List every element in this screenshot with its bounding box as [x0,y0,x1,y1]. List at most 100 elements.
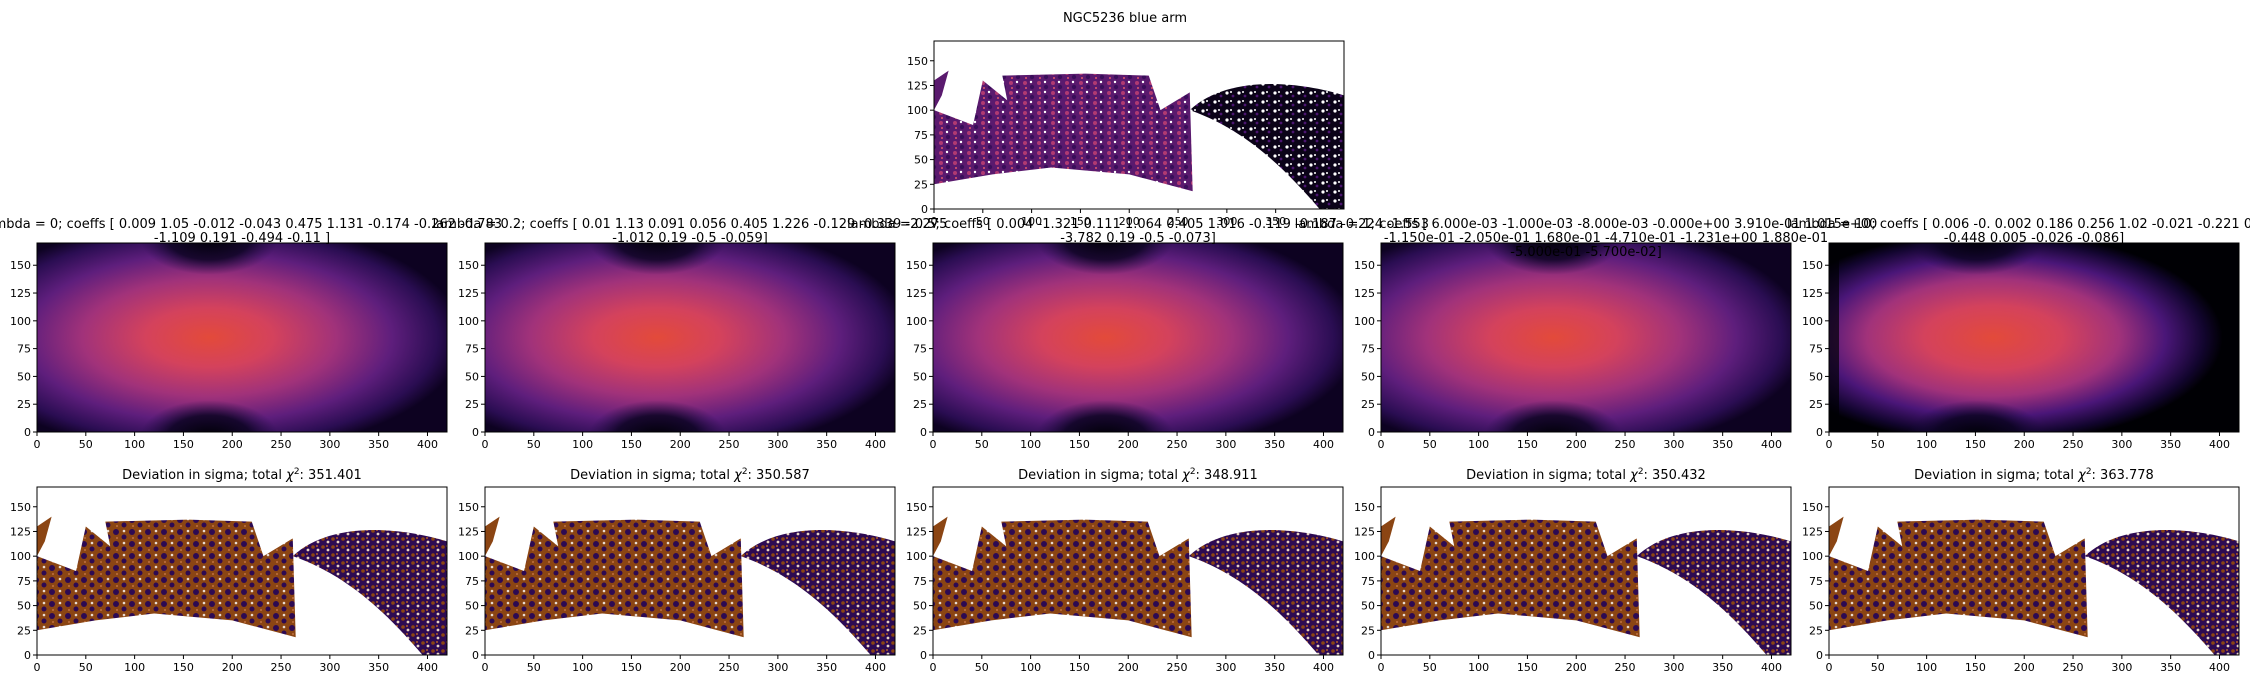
dev-l02-xtick-label: 100 [572,661,593,674]
dev-l05-ytick-label: 0 [920,649,927,662]
dev-l1-image [1381,516,1791,655]
dev-l1-arm-edge [1381,516,1396,557]
model-l1-xtick-label: 300 [1663,438,1684,451]
dev-l10-xtick-label: 150 [1965,661,1986,674]
model-l05-image [933,243,1343,432]
model-l1-xtick-label: 200 [1566,438,1587,451]
model-l10-ytick-label: 150 [1802,259,1823,272]
model-l02-ytick-label: 100 [458,315,479,328]
model-l05-ytick-label: 125 [906,287,927,300]
model-l10-frame [1828,242,2240,433]
dev-l05-arm-right [1188,530,1343,655]
model-l05-xtick-label: 0 [930,438,937,451]
dev-l0-xtick-label: 300 [319,661,340,674]
dev-l05-frame [932,486,1344,656]
dev-l05-xtick-label: 0 [930,661,937,674]
model-l0-xtick-label: 400 [417,438,438,451]
model-l0-xtick-label: 350 [368,438,389,451]
model-l10-xtick-label: 50 [1871,438,1885,451]
model-l10-xtick-label: 200 [2014,438,2035,451]
model-l05-title-last: -3.782 0.19 -0.5 -0.073] [1060,231,1216,246]
model-l0-ytick-label: 75 [17,343,31,356]
model-l02-ytick-label: 125 [458,287,479,300]
model-l0-xtick-label: 100 [124,438,145,451]
dev-l0-xtick-label: 200 [222,661,243,674]
dev-l0-ytick-label: 25 [17,624,31,637]
model-l02-ytick-label: 75 [465,343,479,356]
model-l0-xtick-label: 0 [34,438,41,451]
model-l0-panel: 0 50 100 150 200 250 300 350 4000255075100125150… [0,217,502,451]
model-l1-image [1381,243,1791,432]
dev-l02-xtick-label: 300 [767,661,788,674]
dev-l05-xtick-label: 350 [1264,661,1285,674]
observed-arm-edge [934,70,949,111]
dev-l10-panel: 0 50 100 150 200 250 300 350 400 0 25 50 75 100 125 150… [1802,467,2240,674]
model-l0-lobe-top [140,243,279,275]
model-l1-xtick-label: 150 [1517,438,1538,451]
model-l1-ytick-label: 150 [1354,259,1375,272]
observed-ytick-label: 100 [907,104,928,117]
model-l10-ytick-label: 25 [1809,398,1823,411]
dev-l05-ytick-label: 150 [906,501,927,514]
dev-l05-ytick-label: 25 [913,624,927,637]
model-l1-ytick-label: 75 [1361,343,1375,356]
dev-l02-ytick-label: 0 [472,649,479,662]
observed-xtick-label: 100 [1021,215,1042,228]
model-l05-title: lambda = 0.5; coeffs [ 0.004 -1.321 0.11… [847,217,1429,232]
dev-l02-panel: 0 50 100 150 200 250 300 350 400 0 25 50 75 100 125 150… [458,467,896,674]
model-l05-xtick-label: 100 [1020,438,1041,451]
dev-l02-ytick-label: 100 [458,550,479,563]
model-l02-ytick-label: 0 [472,426,479,439]
model-l05-lobe-top [1036,243,1175,275]
dev-l1-frame [1380,486,1792,656]
observed-xtick-label: 200 [1119,215,1140,228]
model-l0-ytick-label: 100 [10,315,31,328]
dev-l10-title: Deviation in sigma; total χ2: 363.778 [1914,467,2154,483]
dev-l10-ytick-label: 50 [1809,600,1823,613]
model-l0-title: lambda = 0; coeffs [ 0.009 1.05 -0.012 -… [0,217,502,232]
model-l05-ytick-label: 50 [913,370,927,383]
dev-l0-ytick-label: 50 [17,600,31,613]
dev-l05-ytick-label: 50 [913,600,927,613]
model-l02-xtick-label: 50 [527,438,541,451]
model-l1-xtick-label: 250 [1615,438,1636,451]
dev-l05-xtick-label: 300 [1215,661,1236,674]
model-l05-xtick-label: 350 [1264,438,1285,451]
dev-l05-ytick-label: 75 [913,575,927,588]
model-l0-ytick-label: 150 [10,259,31,272]
model-l1-xtick-label: 50 [1423,438,1437,451]
model-l10-ytick-label: 50 [1809,370,1823,383]
dev-l10-ytick-label: 25 [1809,624,1823,637]
dev-l02-xtick-label: 250 [719,661,740,674]
dev-l05-xtick-label: 50 [975,661,989,674]
dev-l1-ytick-label: 150 [1354,501,1375,514]
dev-l1-arm-right [1636,530,1791,655]
dev-l02-xtick-label: 0 [482,661,489,674]
model-l02-lobe-bottom [588,400,727,432]
model-l1-lobe-top [1484,243,1623,275]
model-l05-ytick-label: 150 [906,259,927,272]
model-l02-xtick-label: 0 [482,438,489,451]
model-l0-ytick-label: 0 [24,426,31,439]
dev-l10-xtick-label: 300 [2111,661,2132,674]
model-l02-frame [484,242,896,433]
dev-l1-xtick-label: 50 [1423,661,1437,674]
dev-l0-xtick-label: 100 [124,661,145,674]
model-l0-lobe-bottom [140,400,279,432]
model-l10-ytick-label: 75 [1809,343,1823,356]
model-l0-frame [36,242,448,433]
model-l10-xtick-label: 300 [2111,438,2132,451]
model-l05-xtick-label: 400 [1313,438,1334,451]
observed-image [934,70,1344,209]
observed-xtick-label: 0 [931,215,938,228]
model-l10-ytick-label: 125 [1802,287,1823,300]
dev-l10-xtick-label: 100 [1916,661,1937,674]
model-l0-xtick-label: 200 [222,438,243,451]
dev-l10-arm-edge [1829,516,1844,557]
dev-l1-ytick-label: 125 [1354,525,1375,538]
dev-l1-arm-left [1381,519,1640,638]
dev-l10-ytick-label: 75 [1809,575,1823,588]
model-l10-title: lambda = 10; coeffs [ 0.006 -0. 0.002 0.… [1787,217,2250,232]
observed-panel: 0 50 100 150 200 250 300 350 0 25 50 75 100 125 150 [907,40,1345,228]
model-l05-ytick-label: 0 [920,426,927,439]
